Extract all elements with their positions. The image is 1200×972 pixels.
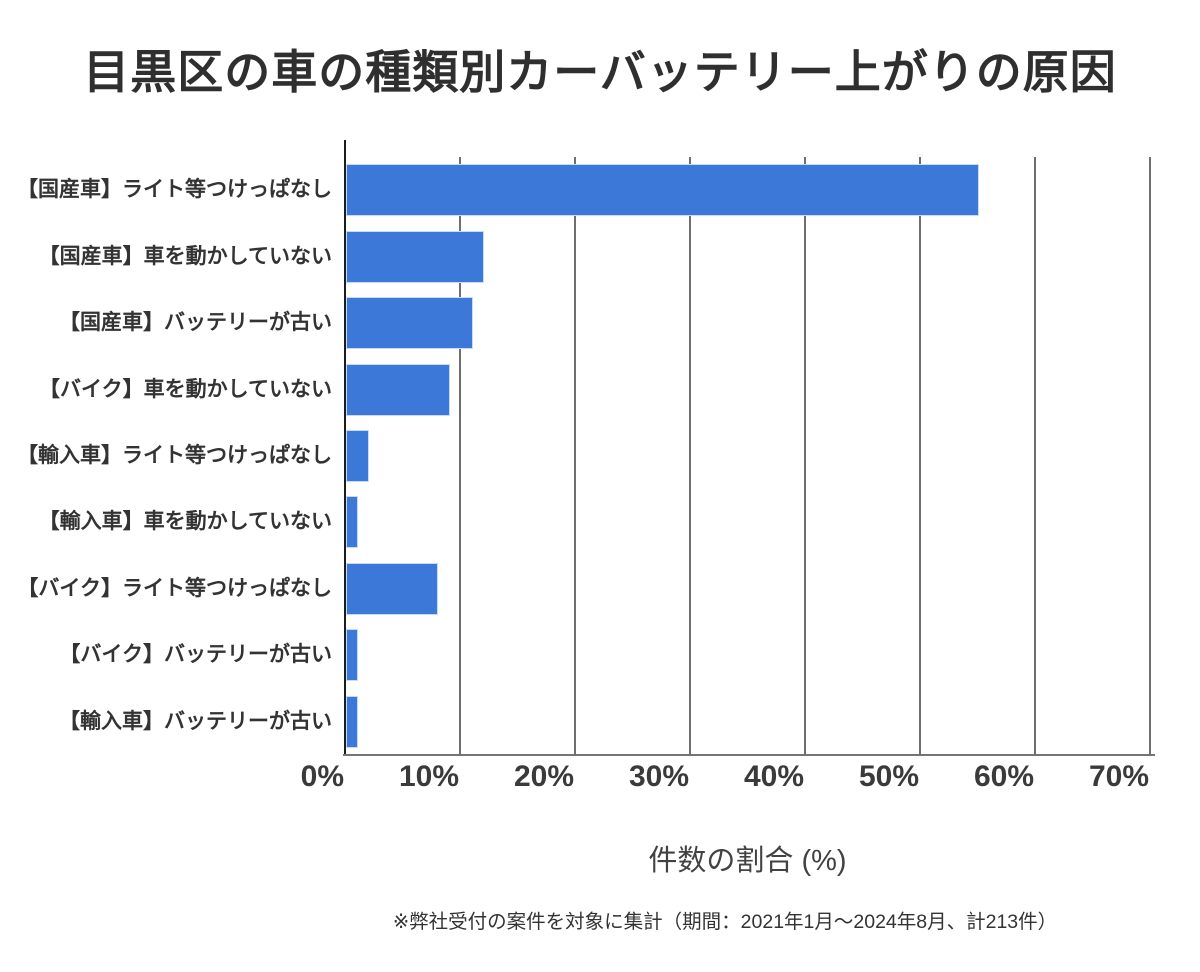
bar-row-0 <box>346 164 979 217</box>
gridline-40 <box>804 157 806 755</box>
x-tick-label-10: 10% <box>398 760 459 793</box>
bar-row-5 <box>346 496 358 549</box>
gridline-60 <box>1034 157 1036 755</box>
category-label-row-0: 【国産車】ライト等つけっぱなし <box>17 178 332 202</box>
bar-row-3 <box>346 363 450 416</box>
bar-row-7 <box>346 629 358 682</box>
y-axis-line <box>344 140 346 755</box>
category-label-row-4: 【輸入車】ライト等つけっぱなし <box>17 444 332 467</box>
bar-row-1 <box>346 230 484 283</box>
chart-title: 目黒区の車の種類別カーバッテリー上がりの原因 <box>83 46 1117 98</box>
gridline-70 <box>1149 157 1151 755</box>
gridline-10 <box>459 157 461 755</box>
gridline-30 <box>689 157 691 755</box>
x-tick-label-50: 50% <box>858 760 919 793</box>
gridline-20 <box>574 157 576 755</box>
x-tick-label-0: 0% <box>300 760 344 793</box>
category-label-row-7: 【バイク】バッテリーが古い <box>59 643 332 667</box>
gridline-50 <box>919 157 921 755</box>
x-tick-label-70: 70% <box>1088 760 1149 793</box>
bar-row-8 <box>346 695 358 748</box>
x-axis-title: 件数の割合 (%) <box>648 845 847 877</box>
x-tick-label-20: 20% <box>513 760 574 793</box>
category-label-row-3: 【バイク】車を動かしていない <box>39 377 332 401</box>
x-tick-label-60: 60% <box>973 760 1034 793</box>
category-label-row-8: 【輸入車】バッテリーが古い <box>59 709 332 733</box>
footnote: ※弊社受付の案件を対象に集計（期間：2021年1月～2024年8月、計213件） <box>392 911 1058 933</box>
bar-row-6 <box>346 562 438 615</box>
category-label-row-5: 【輸入車】車を動かしていない <box>38 510 332 534</box>
category-label-row-6: 【バイク】ライト等つけっぱなし <box>17 576 332 600</box>
category-label-row-2: 【国産車】バッテリーが古い <box>59 311 332 335</box>
bar-row-2 <box>346 297 473 350</box>
category-label-row-1: 【国産車】車を動かしていない <box>38 244 332 268</box>
x-axis-line <box>343 754 1155 756</box>
x-tick-label-40: 40% <box>743 760 804 793</box>
bar-row-4 <box>346 430 369 482</box>
x-tick-label-30: 30% <box>628 760 689 793</box>
